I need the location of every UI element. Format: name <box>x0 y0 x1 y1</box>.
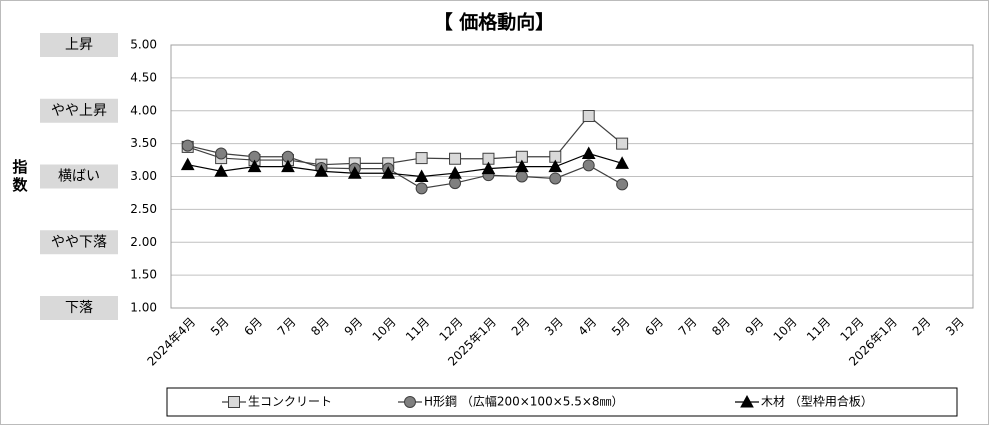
data-point <box>581 146 596 159</box>
legend-marker <box>404 396 416 408</box>
y-tick-label: 1.50 <box>130 268 157 282</box>
data-point <box>314 164 329 177</box>
data-point <box>281 159 295 173</box>
band-box <box>40 230 118 255</box>
series-line <box>187 152 623 178</box>
data-point <box>214 164 228 177</box>
y-tick-label: 3.50 <box>130 136 157 150</box>
y-tick-label: 2.00 <box>130 235 157 249</box>
band-label: やや下落 <box>51 234 107 250</box>
y-tick-label: 3.00 <box>130 169 157 183</box>
y-tick-label: 5.00 <box>130 38 157 52</box>
data-point <box>582 110 595 123</box>
legend-label: 木材 （型枠用合板） <box>761 394 873 409</box>
legend-marker <box>740 394 754 408</box>
legend-label: 生コンクリート <box>248 395 332 409</box>
data-point <box>515 170 528 183</box>
data-point <box>616 137 629 150</box>
y-tick-label: 4.00 <box>130 103 157 117</box>
legend-label: H形鋼 （広幅200×100×5.5×8㎜） <box>424 394 624 409</box>
data-point <box>449 152 462 165</box>
data-point <box>414 169 429 182</box>
data-point <box>515 159 529 173</box>
data-point <box>180 157 195 171</box>
band-box <box>40 296 118 320</box>
plot-border <box>170 44 974 309</box>
data-point <box>247 159 262 173</box>
data-point <box>616 178 629 191</box>
data-point <box>615 156 629 169</box>
band-box <box>40 33 118 57</box>
legend-box <box>166 387 958 417</box>
y-tick-label: 1.00 <box>130 301 157 315</box>
band-label: 横ばい <box>58 169 100 185</box>
data-point <box>481 161 496 175</box>
data-point <box>181 139 194 152</box>
data-point <box>415 182 428 195</box>
data-point <box>381 166 396 179</box>
data-point <box>415 152 428 165</box>
data-point <box>582 159 595 172</box>
y-axis-label: 指数 <box>12 158 28 194</box>
band-box <box>40 164 118 189</box>
band-label: 下落 <box>65 300 93 316</box>
band-label: やや上昇 <box>51 103 107 119</box>
data-point <box>448 166 462 179</box>
data-point <box>549 172 562 185</box>
y-tick-label: 4.50 <box>130 70 157 84</box>
y-tick-label: 2.50 <box>130 202 157 216</box>
chart-title: 【 価格動向】 <box>434 11 555 34</box>
data-point <box>215 147 228 160</box>
data-point <box>347 166 362 179</box>
band-box <box>40 98 118 123</box>
data-point <box>449 177 462 190</box>
legend-marker <box>228 396 240 408</box>
band-label: 上昇 <box>65 37 93 53</box>
data-point <box>548 159 563 173</box>
